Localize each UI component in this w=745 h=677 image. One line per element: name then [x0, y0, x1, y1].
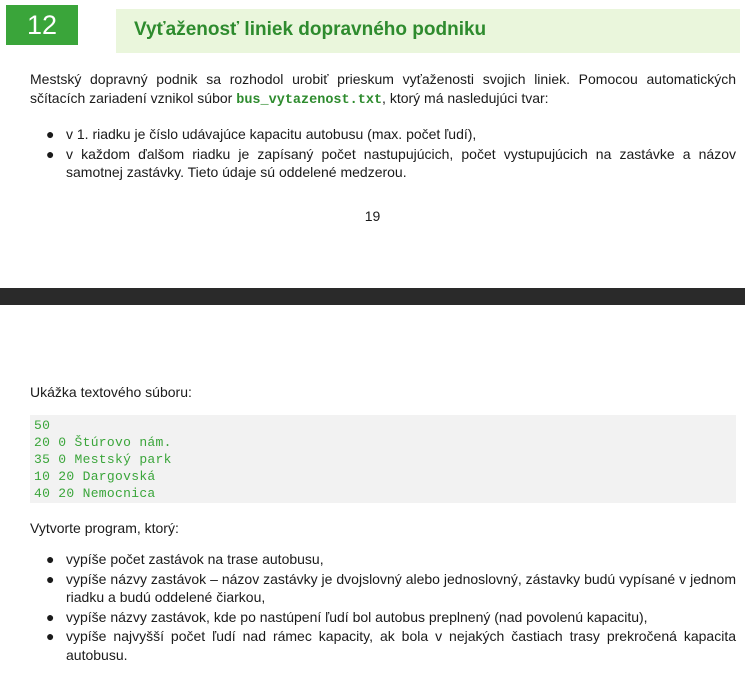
list-item: ● v 1. riadku je číslo udávajúce kapacit…	[30, 125, 736, 144]
list-item: ● v každom ďalšom riadku je zapísaný poč…	[30, 145, 736, 182]
intro-paragraph: Mestský dopravný podnik sa rozhodol urob…	[30, 70, 736, 110]
task-number-badge: 12	[6, 5, 78, 45]
intro-text-before: Mestský dopravný podnik sa rozhodol urob…	[30, 71, 736, 106]
page-number: 19	[364, 208, 381, 224]
page-top: 12 Vyťaženosť liniek dopravného podniku …	[0, 0, 745, 288]
bullet-icon: ●	[46, 608, 55, 625]
bullet-icon: ●	[46, 551, 55, 567]
list-item: ● vypíše najvyšší počet ľudí nad rámec k…	[30, 627, 736, 664]
sample-label: Ukážka textového súboru:	[30, 384, 192, 400]
intro-text-after: , ktorý má nasledujúci tvar:	[382, 90, 549, 106]
list-item: ● vypíše názvy zastávok – názov zastávky…	[30, 570, 736, 607]
task-label: Vytvorte program, ktorý:	[30, 520, 179, 536]
bullet-icon: ●	[46, 145, 55, 162]
task-list: ● vypíše počet zastávok na trase autobus…	[30, 550, 736, 665]
code-line: 10 20 Dargovská	[34, 469, 156, 484]
list-item: ● vypíše názvy zastávok, kde po nastúpen…	[30, 608, 736, 627]
page-title: Vyťaženosť liniek dopravného podniku	[134, 19, 487, 40]
page-separator	[0, 288, 745, 305]
list-item-text: v každom ďalšom riadku je zapísaný počet…	[66, 145, 736, 181]
list-item-text: v 1. riadku je číslo udávajúce kapacitu …	[66, 126, 477, 142]
format-list: ● v 1. riadku je číslo udávajúce kapacit…	[30, 125, 736, 183]
list-item-text: vypíše názvy zastávok – názov zastávky j…	[66, 570, 736, 606]
title-banner: Vyťaženosť liniek dopravného podniku	[116, 9, 740, 53]
filename-code: bus_vytazenost.txt	[236, 93, 383, 108]
bullet-icon: ●	[46, 570, 55, 587]
list-item-text: vypíše najvyšší počet ľudí nad rámec kap…	[66, 628, 736, 663]
code-line: 35 0 Mestský park	[34, 452, 172, 467]
bullet-icon: ●	[46, 628, 55, 644]
list-item-text: vypíše názvy zastávok, kde po nastúpení …	[66, 608, 648, 625]
code-line: 50	[34, 418, 51, 433]
code-line: 40 20 Nemocnica	[34, 486, 156, 501]
bullet-icon: ●	[46, 126, 55, 142]
sample-code-block: 50 20 0 Štúrovo nám. 35 0 Mestský park 1…	[30, 415, 736, 503]
list-item: ● vypíše počet zastávok na trase autobus…	[30, 550, 736, 569]
list-item-text: vypíše počet zastávok na trase autobusu,	[66, 551, 324, 567]
code-line: 20 0 Štúrovo nám.	[34, 435, 172, 450]
